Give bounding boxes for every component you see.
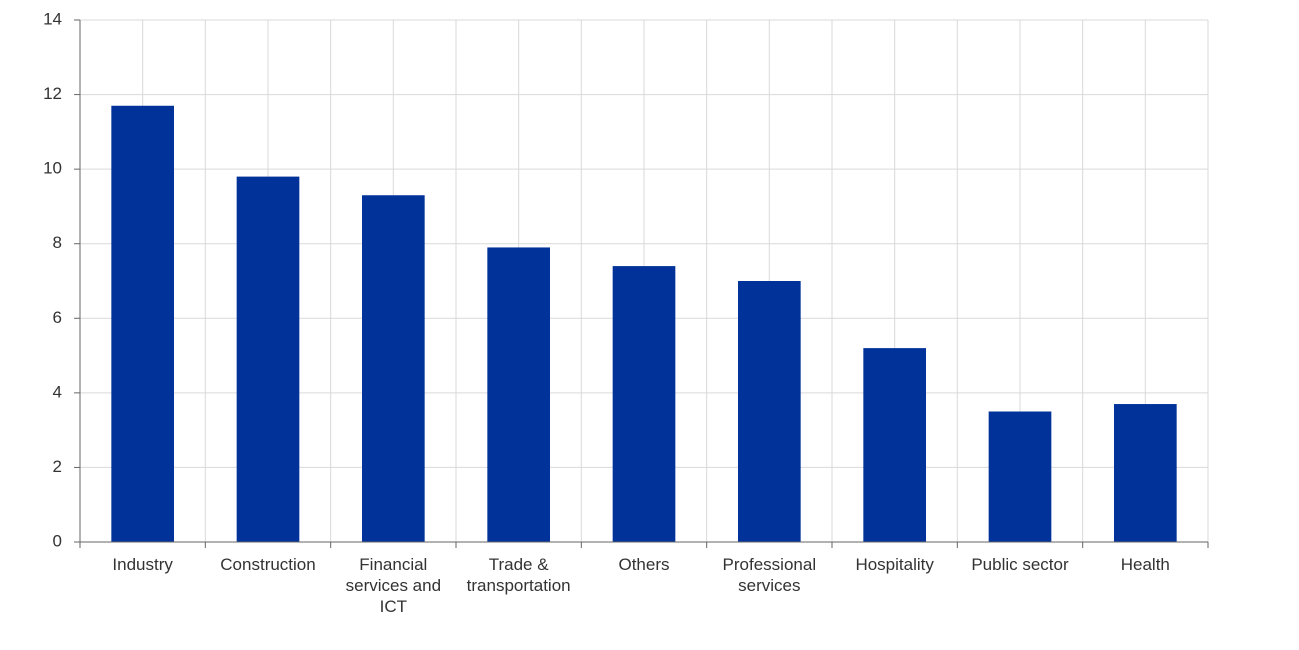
x-tick-label: Public sector <box>971 555 1069 574</box>
y-tick-label: 14 <box>43 9 62 28</box>
bar <box>863 348 926 542</box>
bar <box>111 105 174 542</box>
x-tick-label: Others <box>618 555 670 574</box>
bar <box>236 176 300 542</box>
bar <box>988 411 1052 542</box>
x-tick-label: Health <box>1120 555 1170 574</box>
x-tick-label: Construction <box>220 555 316 574</box>
x-tick-label: Financial services and ICT <box>345 555 442 616</box>
bar <box>738 281 801 542</box>
x-tick-label: Hospitality <box>855 555 934 574</box>
x-tick-label: Professional services <box>722 555 817 595</box>
x-tick-label: Industry <box>112 555 173 574</box>
y-tick-label: 0 <box>53 531 62 550</box>
bar <box>362 195 425 542</box>
y-tick-label: 8 <box>53 233 62 252</box>
x-tick-label: Trade & transportation <box>466 555 571 595</box>
bar <box>612 266 676 542</box>
bar <box>487 247 550 542</box>
bar <box>1114 404 1177 542</box>
y-tick-label: 10 <box>43 159 62 178</box>
y-tick-label: 4 <box>53 382 62 401</box>
y-tick-label: 2 <box>53 457 62 476</box>
y-tick-label: 6 <box>53 308 62 327</box>
y-tick-label: 12 <box>43 84 62 103</box>
